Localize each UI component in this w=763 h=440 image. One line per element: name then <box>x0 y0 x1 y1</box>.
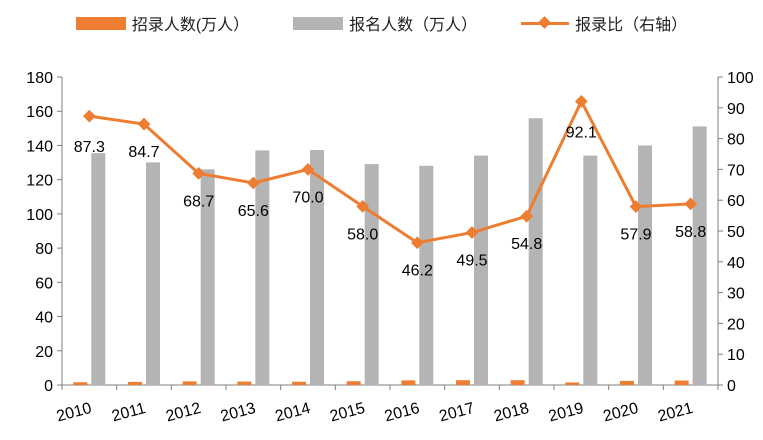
y-left-tick-label: 0 <box>44 378 53 395</box>
y-right-tick-label: 50 <box>727 224 745 241</box>
bar-applicants <box>255 150 270 385</box>
y-right-tick-label: 80 <box>727 132 745 149</box>
ratio-data-label: 58.0 <box>347 226 378 243</box>
y-right-tick-label: 60 <box>727 193 745 210</box>
x-tick-label: 2016 <box>383 400 422 426</box>
ratio-point <box>574 94 588 108</box>
bar-enrolled <box>237 381 252 385</box>
ratio-point <box>192 167 206 180</box>
y-left-tick-label: 120 <box>26 173 53 190</box>
ratio-data-label: 87.3 <box>74 139 105 156</box>
ratio-data-label: 65.6 <box>238 203 269 220</box>
y-right-tick-label: 40 <box>727 255 745 272</box>
legend: 招录人数(万人） 报名人数（万人） 报录比（右轴） <box>0 12 763 34</box>
bar-applicants <box>583 155 598 385</box>
legend-item-enrolled: 招录人数(万人） <box>75 11 250 35</box>
bar-enrolled <box>401 380 416 385</box>
bar-enrolled <box>128 381 142 385</box>
bar-enrolled <box>510 380 525 385</box>
ratio-data-label: 68.7 <box>183 193 214 210</box>
y-right-tick-label: 70 <box>727 162 745 179</box>
bar-applicants <box>638 145 652 385</box>
legend-swatch-applicants <box>293 16 344 30</box>
ratio-data-label: 58.8 <box>675 224 706 241</box>
x-tick-label: 2017 <box>437 400 476 426</box>
bar-applicants <box>528 118 543 385</box>
legend-label-applicants: 报名人数（万人） <box>349 17 478 34</box>
bar-enrolled <box>292 381 306 385</box>
bar-enrolled <box>674 380 689 385</box>
ratio-data-label: 49.5 <box>456 253 487 270</box>
bar-applicants <box>474 155 488 385</box>
legend-swatch-ratio <box>521 16 570 30</box>
x-tick-label: 2021 <box>656 400 695 426</box>
x-tick-label: 2020 <box>601 400 640 426</box>
ratio-point <box>356 199 370 213</box>
bar-applicants <box>692 126 707 385</box>
ratio-data-label: 84.7 <box>128 144 159 161</box>
y-right-tick-label: 10 <box>727 347 745 364</box>
y-left-tick-label: 20 <box>35 344 53 361</box>
bar-applicants <box>419 165 434 385</box>
x-tick-label: 2012 <box>164 400 203 426</box>
ratio-line <box>89 99 691 245</box>
ratio-point <box>465 226 479 239</box>
x-tick-label: 2015 <box>328 400 367 426</box>
legend-swatch-enrolled <box>75 16 126 30</box>
y-right-tick-label: 30 <box>727 286 745 303</box>
bar-applicants <box>200 169 215 385</box>
legend-label-ratio: 报录比（右轴） <box>575 17 688 34</box>
bar-applicants <box>364 164 379 385</box>
bar-applicants <box>146 162 160 385</box>
x-tick-label: 2014 <box>273 400 312 426</box>
y-right-tick-label: 20 <box>727 316 745 333</box>
ratio-point <box>82 109 96 123</box>
y-left-tick-label: 80 <box>35 241 53 258</box>
bar-enrolled <box>73 382 88 385</box>
y-right-tick-label: 100 <box>727 70 754 87</box>
ratio-data-label: 57.9 <box>620 227 651 244</box>
y-left-tick-label: 140 <box>26 138 53 155</box>
y-right-tick-label: 0 <box>727 378 736 395</box>
x-tick-label: 2013 <box>219 400 258 426</box>
bar-enrolled <box>346 381 361 385</box>
bar-enrolled <box>456 380 470 385</box>
x-tick-label: 2010 <box>55 400 94 426</box>
ratio-point <box>301 163 315 176</box>
y-left-tick-label: 180 <box>26 70 53 87</box>
y-left-tick-label: 160 <box>26 104 53 121</box>
legend-item-applicants: 报名人数（万人） <box>293 11 477 35</box>
bar-applicants <box>310 150 324 385</box>
legend-label-enrolled: 招录人数(万人） <box>131 17 250 34</box>
bar-applicants <box>91 153 106 385</box>
bar-enrolled <box>565 382 580 385</box>
bar-enrolled <box>182 381 197 385</box>
ratio-data-label: 46.2 <box>402 263 433 280</box>
y-right-tick-label: 90 <box>727 101 745 118</box>
y-left-tick-label: 60 <box>35 275 53 292</box>
y-left-tick-label: 40 <box>35 310 53 327</box>
x-tick-label: 2011 <box>110 400 148 425</box>
ratio-data-label: 92.1 <box>566 124 597 141</box>
legend-item-ratio: 报录比（右轴） <box>521 11 687 35</box>
ratio-data-label: 70.0 <box>292 189 323 206</box>
ratio-point <box>410 236 424 250</box>
ratio-point <box>137 117 151 131</box>
y-left-tick-label: 100 <box>26 207 53 224</box>
bar-enrolled <box>620 380 634 385</box>
ratio-data-label: 54.8 <box>511 236 542 253</box>
x-tick-label: 2019 <box>547 400 586 426</box>
x-tick-label: 2018 <box>492 400 531 426</box>
